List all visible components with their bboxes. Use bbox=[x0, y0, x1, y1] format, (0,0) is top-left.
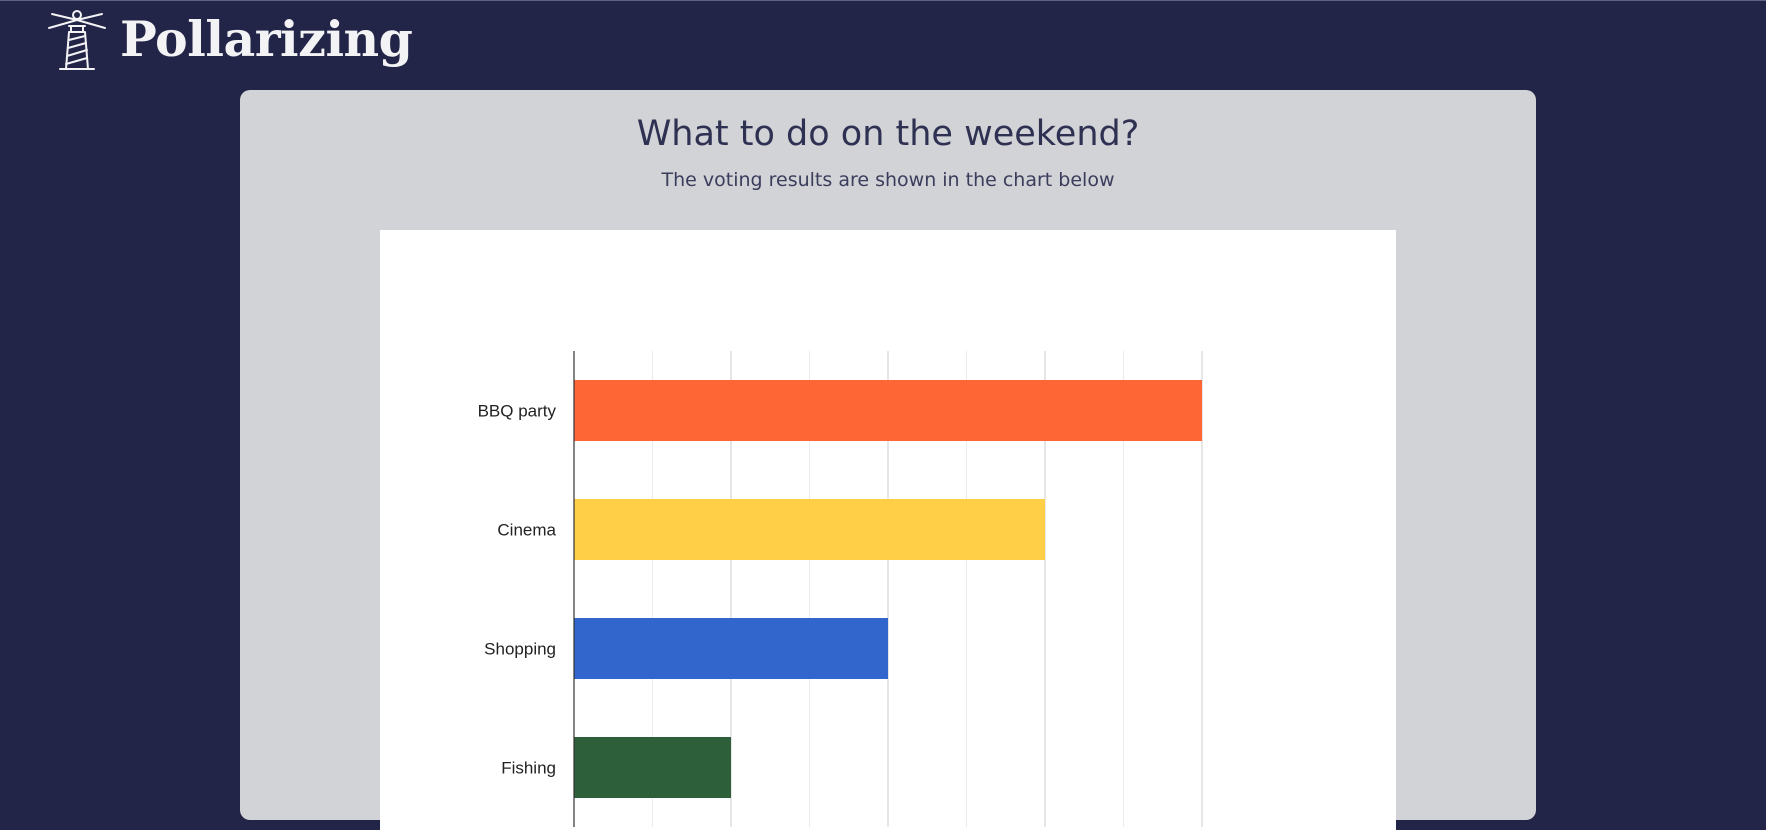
bar bbox=[574, 618, 888, 679]
category-label: Shopping bbox=[484, 640, 556, 659]
poll-subtitle: The voting results are shown in the char… bbox=[661, 169, 1115, 191]
top-border bbox=[0, 0, 1766, 1]
brand[interactable]: Pollarizing bbox=[44, 6, 413, 72]
category-label: BBQ party bbox=[478, 402, 557, 421]
brand-name: Pollarizing bbox=[120, 9, 413, 68]
poll-results-card: What to do on the weekend? The voting re… bbox=[240, 90, 1536, 830]
lighthouse-icon bbox=[48, 10, 106, 70]
bar bbox=[574, 380, 1202, 441]
bar bbox=[574, 499, 1045, 560]
category-label: Fishing bbox=[501, 759, 556, 778]
bar bbox=[574, 737, 731, 798]
category-label: Cinema bbox=[497, 521, 556, 540]
poll-title: What to do on the weekend? bbox=[636, 114, 1140, 154]
